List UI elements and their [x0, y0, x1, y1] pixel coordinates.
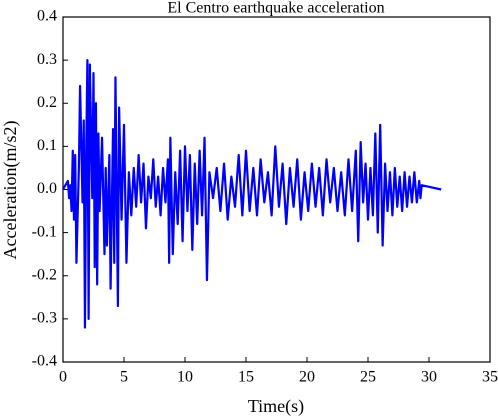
x-tick-label: 20: [299, 369, 315, 386]
y-tick-label: 0.0: [37, 180, 57, 197]
y-tick-label: 0.2: [37, 94, 57, 111]
y-tick-label: -0.1: [32, 223, 57, 240]
y-tick-label: -0.4: [32, 353, 57, 370]
plot-frame: [62, 16, 491, 363]
x-axis-label: Time(s): [248, 396, 304, 417]
x-tick-label: 5: [120, 369, 128, 386]
x-tick-label: 10: [177, 369, 193, 386]
x-tick-label: 30: [421, 369, 437, 386]
x-tick-label: 35: [482, 369, 498, 386]
y-tick-label: -0.3: [32, 310, 57, 327]
x-tick-label: 25: [360, 369, 376, 386]
data-line: [62, 59, 442, 329]
y-tick-label: 0.1: [37, 137, 57, 154]
y-tick-label: -0.2: [32, 266, 57, 283]
x-tick-label: 15: [238, 369, 254, 386]
x-tick-label: 0: [59, 369, 67, 386]
y-tick-label: 0.4: [37, 8, 57, 25]
y-tick-label: 0.3: [37, 51, 57, 68]
chart-title: El Centro earthquake acceleration: [167, 0, 384, 17]
y-axis-label: Acceleration(m/s2): [0, 121, 21, 260]
